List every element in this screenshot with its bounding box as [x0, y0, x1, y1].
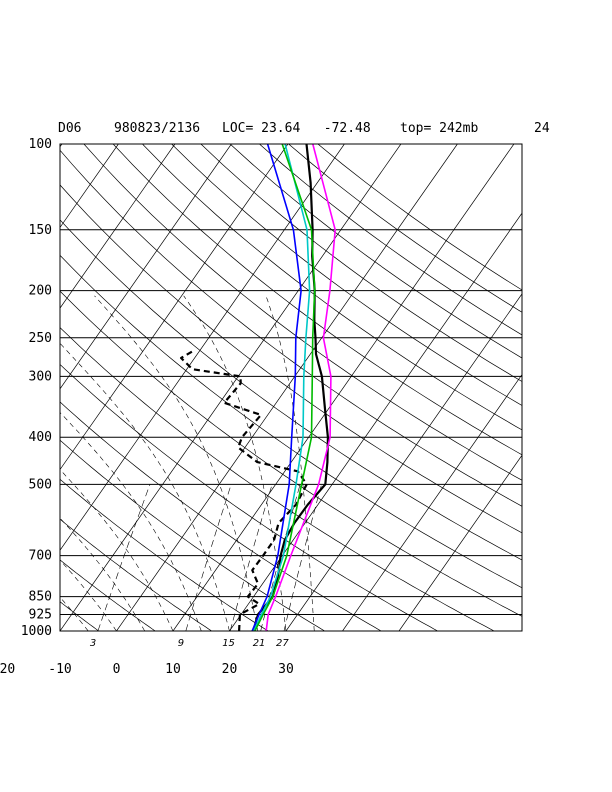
isotherm — [116, 144, 458, 631]
dry-adiabat — [317, 144, 522, 291]
dry-adiabat — [200, 144, 522, 382]
plot-frame — [59, 143, 523, 632]
dry-adiabat — [60, 559, 156, 631]
dry-adiabat — [288, 144, 522, 313]
pressure-label-150: 150 — [29, 223, 52, 238]
mixing-ratio-labels: 3 9 15 21 27 — [90, 638, 289, 649]
pressure-label-1000: 1000 — [21, 624, 52, 639]
moist-adiabat — [60, 411, 202, 631]
moist-adiabat — [94, 295, 259, 631]
isotherm — [60, 144, 289, 471]
moist-adiabat — [0, 296, 32, 631]
series-line-4 — [254, 144, 316, 631]
isotherm — [60, 144, 402, 631]
mixing-ratio-label-15: 15 — [222, 638, 235, 649]
mixing-ratio-lines — [97, 484, 322, 631]
dry-adiabat — [60, 363, 439, 631]
pressure-label-250: 250 — [29, 331, 52, 346]
moist-adiabat — [60, 517, 146, 631]
mixing-ratio-label-27: 27 — [276, 638, 289, 649]
dry-adiabats — [0, 144, 522, 641]
isotherm — [60, 144, 119, 229]
dry-adiabat — [60, 290, 522, 617]
dry-adiabat — [60, 518, 213, 631]
dry-adiabat — [60, 184, 522, 534]
location: LOC= 23.64 -72.48 — [222, 121, 371, 136]
temp-label-0: 0 — [113, 662, 121, 677]
temp-label--20: -20 — [0, 662, 15, 677]
pressure-label-400: 400 — [29, 430, 52, 445]
pressure-label-500: 500 — [29, 477, 52, 492]
temp-label--10: -10 — [48, 662, 71, 677]
temp-label-20: 20 — [222, 662, 238, 677]
dry-adiabat — [112, 144, 522, 456]
dry-adiabat — [60, 478, 269, 631]
dry-adiabat — [60, 149, 522, 507]
moist-adiabat — [60, 596, 89, 631]
series-line-2 — [251, 144, 302, 631]
dry-adiabat — [60, 219, 522, 561]
level-count: 24 — [534, 121, 550, 136]
pressure-label-850: 850 — [29, 590, 52, 605]
dry-adiabat — [60, 601, 100, 631]
isotherm — [342, 373, 522, 631]
pressure-label-700: 700 — [29, 549, 52, 564]
series-line-5 — [265, 144, 336, 631]
pressure-label-925: 925 — [29, 608, 52, 623]
mixing-ratio-label-9: 9 — [178, 638, 184, 649]
series-line-3 — [253, 144, 311, 631]
dry-adiabat — [171, 144, 522, 406]
isotherm — [398, 454, 522, 631]
isotherm — [0, 144, 5, 631]
datetime: 980823/2136 — [114, 121, 201, 136]
isotherm — [229, 212, 522, 631]
dry-adiabat — [60, 254, 522, 589]
moist-adiabat — [60, 342, 230, 631]
dry-adiabat — [83, 144, 522, 481]
sounding-series — [180, 144, 336, 631]
dry-adiabat — [229, 144, 522, 359]
isotherm — [60, 144, 345, 551]
moist-adiabat — [60, 559, 117, 631]
pressure-label-200: 200 — [29, 284, 52, 299]
top-pressure: top= 242mb — [400, 121, 479, 136]
station-id: D06 — [58, 121, 82, 136]
dry-adiabat — [0, 144, 56, 641]
mixing-ratio-label-3: 3 — [90, 638, 96, 649]
moist-adiabat — [183, 295, 287, 631]
isobars — [60, 229, 522, 615]
mixing-ratio-label-21: 21 — [253, 638, 266, 649]
isotherm — [60, 144, 176, 309]
isotherm — [60, 144, 232, 390]
dry-adiabat — [60, 439, 326, 631]
pressure-label-100: 100 — [29, 137, 52, 152]
pressure-label-300: 300 — [29, 369, 52, 384]
dry-adiabat — [142, 144, 522, 431]
moist-adiabats — [0, 295, 315, 631]
dry-adiabat — [60, 327, 495, 631]
temp-label-10: 10 — [165, 662, 181, 677]
isotherm — [172, 144, 515, 631]
isotherm — [285, 293, 522, 631]
moist-adiabat — [60, 469, 174, 631]
isotherms — [0, 144, 522, 631]
moist-adiabat — [265, 295, 315, 631]
moist-adiabat — [60, 630, 61, 631]
temp-label-30: 30 — [278, 662, 294, 677]
